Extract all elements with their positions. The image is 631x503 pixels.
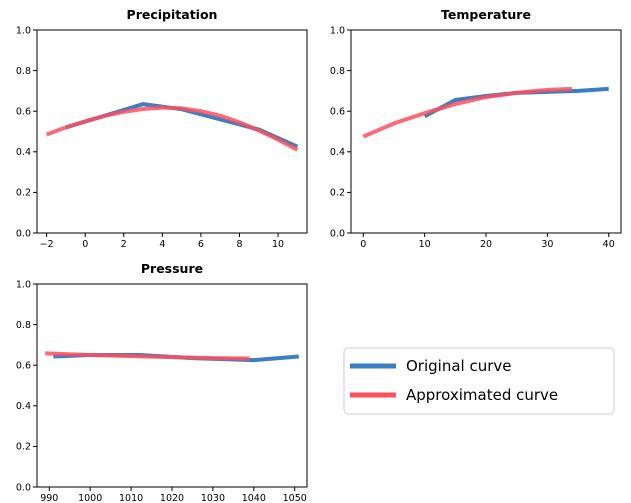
x-tick-label: 0: [82, 239, 88, 250]
axes-frame: [36, 283, 308, 488]
y-tick-label: 1.0: [16, 25, 31, 36]
legend: Original curve Approximated curve: [343, 347, 615, 415]
x-tick-label: 20: [480, 239, 492, 250]
x-tick-label: 10: [419, 239, 431, 250]
x-tick-label: 6: [198, 239, 204, 250]
legend-label-original: Original curve: [406, 357, 512, 375]
x-tick-label: 990: [40, 493, 58, 503]
x-tick-label: 1020: [160, 493, 184, 503]
y-tick-label: 0.2: [330, 188, 345, 199]
y-tick-label: 1.0: [16, 279, 31, 290]
y-tick-label: 0.6: [330, 107, 345, 118]
y-tick-label: 0.4: [330, 147, 345, 158]
y-tick-label: 0.0: [330, 228, 345, 239]
x-tick-label: 30: [541, 239, 553, 250]
y-tick-label: 1.0: [330, 25, 345, 36]
chart-title: Pressure: [141, 261, 203, 276]
y-tick-label: 0.8: [330, 66, 345, 77]
y-tick-label: 0.2: [16, 442, 31, 453]
x-tick-label: 40: [603, 239, 615, 250]
axes-frame: [36, 29, 308, 234]
x-tick-label: 1000: [78, 493, 102, 503]
chart-title: Precipitation: [127, 7, 218, 22]
y-tick-label: 0.2: [16, 188, 31, 199]
chart-pressure: Pressure 0.0 0.2 0.4 0.6 0.8 1.0 990 1000 1010 102…: [16, 261, 308, 503]
x-tick-label: 4: [159, 239, 165, 250]
y-tick-label: 0.0: [16, 482, 31, 493]
subplots-group: Precipitation 0.0 0.2 0.4 0.6 0.8 1.0 −2 0 2 4 6 8 10…: [16, 7, 622, 503]
chart-precipitation: Precipitation 0.0 0.2 0.4 0.6 0.8 1.0 −2 0 2 4 6 8 10: [16, 7, 308, 250]
y-tick-label: 0.6: [16, 361, 31, 372]
legend-label-approximated: Approximated curve: [406, 386, 558, 404]
chart-title: Temperature: [441, 7, 531, 22]
chart-temperature: Temperature 0.0 0.2 0.4 0.6 0.8 1.0 0 10 20 30 40: [330, 7, 622, 250]
x-tick-label: 1010: [119, 493, 143, 503]
x-tick-label: 2: [121, 239, 127, 250]
series-line-approximated-curve: [362, 86, 572, 139]
legend-box: [343, 347, 615, 415]
x-tick-label: 10: [272, 239, 284, 250]
x-tick-label: 0: [360, 239, 366, 250]
y-tick-label: 0.8: [16, 66, 31, 77]
y-tick-label: 0.8: [16, 320, 31, 331]
series-line-approximated-curve: [45, 351, 250, 361]
x-tick-label: −2: [40, 239, 54, 250]
x-tick-label: 1040: [242, 493, 266, 503]
x-tick-label: 1030: [201, 493, 225, 503]
y-tick-label: 0.4: [16, 147, 31, 158]
axes-frame: [350, 29, 622, 234]
x-tick-label: 8: [236, 239, 242, 250]
series-line-original-curve: [65, 102, 299, 149]
series-line-approximated-curve: [45, 105, 299, 152]
x-tick-label: 1050: [283, 493, 307, 503]
y-tick-label: 0.0: [16, 228, 31, 239]
y-tick-label: 0.6: [16, 107, 31, 118]
y-tick-label: 0.4: [16, 401, 31, 412]
